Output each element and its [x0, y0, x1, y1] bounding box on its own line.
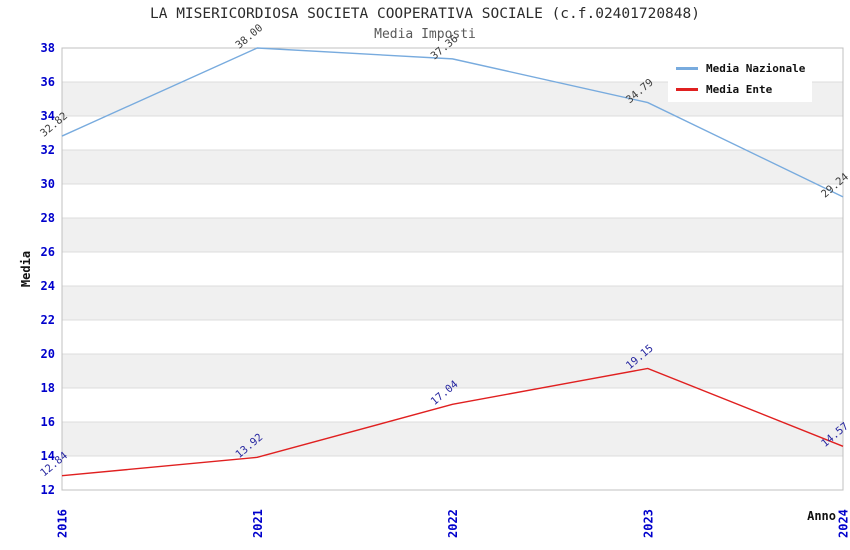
svg-text:2016: 2016: [56, 509, 70, 538]
legend-item: Media Nazionale: [676, 61, 812, 75]
svg-text:12: 12: [41, 483, 55, 497]
svg-text:28: 28: [41, 211, 55, 225]
svg-text:2023: 2023: [641, 509, 655, 538]
chart-subtitle: Media Imposti: [374, 27, 476, 42]
svg-text:38.00: 38.00: [233, 22, 265, 52]
svg-text:24: 24: [41, 279, 55, 293]
svg-text:30: 30: [41, 177, 55, 191]
svg-text:32: 32: [41, 143, 55, 157]
legend-line-swatch-icon: [676, 66, 698, 70]
svg-text:Media: Media: [19, 251, 33, 287]
svg-text:22: 22: [41, 313, 55, 327]
svg-text:2024: 2024: [837, 509, 850, 538]
legend: Media Nazionale Media Ente: [668, 55, 812, 102]
chart-title: LA MISERICORDIOSA SOCIETA COOPERATIVA SO…: [150, 6, 700, 22]
svg-text:38: 38: [41, 41, 55, 55]
svg-text:2021: 2021: [251, 509, 265, 538]
svg-text:2022: 2022: [446, 509, 460, 538]
legend-label: Media Nazionale: [706, 61, 806, 75]
svg-text:36: 36: [41, 75, 55, 89]
legend-line-swatch-icon: [676, 87, 698, 91]
svg-text:20: 20: [41, 347, 55, 361]
svg-text:18: 18: [41, 381, 55, 395]
svg-text:26: 26: [41, 245, 55, 259]
svg-text:34: 34: [41, 109, 55, 123]
svg-text:14: 14: [41, 449, 55, 463]
legend-item: Media Ente: [676, 82, 812, 96]
svg-text:16: 16: [41, 415, 55, 429]
legend-label: Media Ente: [706, 82, 773, 96]
svg-text:Anno: Anno: [807, 509, 836, 523]
